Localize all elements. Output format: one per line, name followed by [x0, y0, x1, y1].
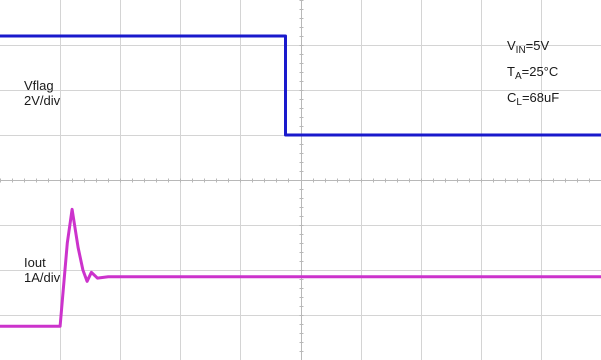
- annotation-ta: TA=25°C: [507, 64, 558, 84]
- vin-sub: IN: [515, 45, 526, 56]
- annotation-vin: VIN=5V: [507, 38, 549, 58]
- cl-value: =68uF: [521, 90, 560, 105]
- vflag-label: Vflag 2V/div: [24, 78, 60, 108]
- iout-trace: [0, 207, 601, 328]
- traces: [0, 34, 601, 328]
- vflag-name: Vflag: [24, 78, 54, 93]
- ta-main: T: [507, 64, 515, 79]
- cl-sub: L: [516, 97, 522, 108]
- vflag-trace: [0, 34, 601, 137]
- cl-main: C: [507, 90, 517, 105]
- vflag-scale: 2V/div: [24, 93, 61, 108]
- annotation-cl: CL=68uF: [507, 90, 559, 110]
- vin-main: V: [507, 38, 516, 53]
- iout-name: Iout: [24, 255, 46, 270]
- iout-scale: 1A/div: [24, 270, 61, 285]
- vin-value: =5V: [525, 38, 550, 53]
- iout-label: Iout 1A/div: [24, 255, 60, 285]
- ta-sub: A: [514, 71, 522, 82]
- ta-value: =25°C: [521, 64, 559, 79]
